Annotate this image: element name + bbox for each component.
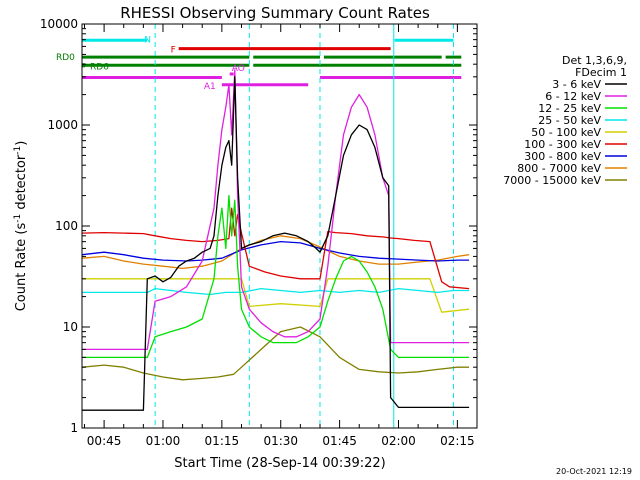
y-label-part: Count Rate (s (14, 223, 29, 312)
series-lines (82, 69, 470, 411)
x-tick-label: 02:00 (381, 434, 416, 448)
flag-marker (82, 63, 85, 68)
series-line (82, 326, 470, 381)
x-axis: 00:45 01:00 01:15 01:30 01:45 02:00 02:15 (83, 24, 478, 448)
series-line (82, 194, 470, 359)
flag-label: RD0 (56, 53, 75, 63)
legend-entry-label: 300 - 800 keV (524, 150, 601, 163)
flag-label: F (171, 46, 176, 56)
y-label-sup: -1 (13, 146, 23, 155)
x-tick-label: 02:15 (440, 434, 475, 448)
series-line (82, 240, 470, 262)
x-tick-label: 01:45 (322, 434, 357, 448)
y-label-part: detector (14, 154, 29, 214)
y-tick-label: 10 (63, 320, 78, 334)
flag-label: N (144, 35, 151, 45)
y-label-part: ) (14, 141, 29, 146)
y-tick-label: 1000 (47, 118, 78, 132)
x-tick-label: 01:15 (205, 434, 240, 448)
y-label-sup: -1 (13, 214, 23, 223)
series-line (82, 287, 470, 296)
series-line (82, 235, 470, 270)
legend-header: FDecim 1 (575, 66, 627, 79)
y-tick-label: 100 (55, 219, 78, 233)
observing-flags: N F RD0 RD6 A1 AO (56, 35, 462, 92)
legend-entry-label: 800 - 7000 keV (517, 162, 601, 175)
series-line (82, 207, 470, 290)
legend-entry-label: 6 - 12 keV (545, 90, 601, 103)
legend-entry-label: 25 - 50 keV (538, 114, 601, 127)
y-tick-label: 1 (70, 421, 78, 435)
chart-title: RHESSI Observing Summary Count Rates (120, 4, 430, 22)
x-tick-label: 01:00 (146, 434, 181, 448)
legend-entry-label: 100 - 300 keV (524, 138, 601, 151)
flag-label: AO (232, 64, 245, 74)
x-tick-label: 01:30 (263, 434, 298, 448)
y-tick-label: 10000 (40, 17, 78, 31)
flag-label: RD6 (90, 62, 109, 72)
flag-label: A1 (204, 82, 216, 92)
y-axis: 1 10 100 1000 10000 (40, 17, 477, 435)
legend-entry-label: 12 - 25 keV (538, 102, 601, 115)
x-tick-label: 00:45 (87, 434, 122, 448)
legend-entry-label: 3 - 6 keV (552, 78, 601, 91)
y-axis-label: Count Rate (s-1 detector-1) (13, 141, 29, 312)
legend-header: Det 1,3,6,9, (562, 54, 627, 67)
series-line (82, 76, 470, 411)
legend-entry-label: 50 - 100 keV (531, 126, 601, 139)
legend-entry-label: 7000 - 15000 keV (503, 174, 601, 187)
x-axis-label: Start Time (28-Sep-14 00:39:22) (174, 456, 385, 471)
footer-timestamp: 20-Oct-2021 12:19 (556, 467, 632, 476)
